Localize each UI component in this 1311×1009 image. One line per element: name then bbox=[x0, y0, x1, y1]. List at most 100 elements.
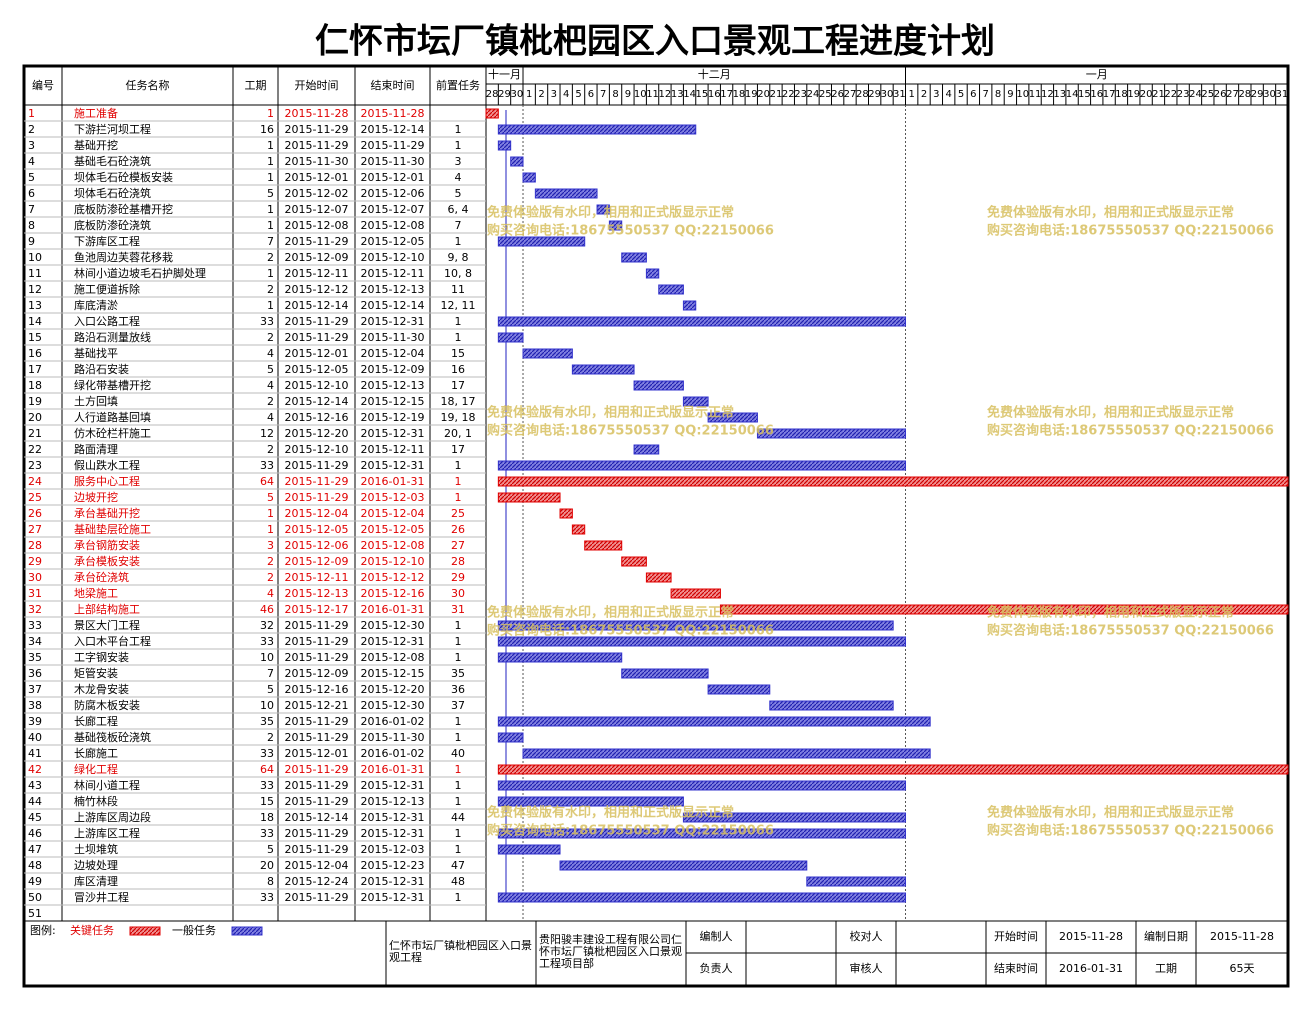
gantt-bar bbox=[645, 572, 672, 583]
gantt-bar bbox=[584, 540, 623, 551]
footer-label: 开始时间 bbox=[994, 929, 1038, 943]
cell: 1 bbox=[455, 459, 462, 472]
cell: 边坡开挖 bbox=[74, 490, 118, 504]
gantt-bar bbox=[522, 172, 536, 183]
cell: 44 bbox=[451, 811, 465, 824]
watermark: 免费体验版有水印，相用和正式版显示正常 bbox=[987, 405, 1234, 421]
cell: 32 bbox=[260, 619, 274, 632]
cell: 1 bbox=[455, 827, 462, 840]
cell: 2015-11-29 bbox=[285, 715, 349, 728]
cell: 51 bbox=[28, 907, 42, 920]
cell: 40 bbox=[451, 747, 465, 760]
cell: 库区清理 bbox=[74, 875, 118, 888]
watermark: 免费体验版有水印，相用和正式版显示正常 bbox=[487, 805, 734, 821]
cell: 17 bbox=[451, 379, 465, 392]
cell: 2015-11-30 bbox=[361, 731, 425, 744]
cell: 路沿石安装 bbox=[74, 362, 129, 376]
cell: 49 bbox=[28, 875, 42, 888]
gantt-bar bbox=[497, 124, 697, 135]
cell: 施工便道拆除 bbox=[74, 282, 140, 296]
day-label: 3 bbox=[551, 89, 557, 100]
footer-label: 编制日期 bbox=[1144, 929, 1188, 943]
cell: 绿化带基槽开挖 bbox=[74, 378, 151, 392]
cell: 10, 8 bbox=[444, 267, 472, 280]
gantt-bar bbox=[497, 620, 894, 631]
watermark: 免费体验版有水印，相用和正式版显示正常 bbox=[487, 205, 734, 221]
watermark: 购买咨询电话:18675550537 QQ:22150066 bbox=[987, 223, 1274, 239]
cell: 10 bbox=[28, 251, 42, 264]
cell: 假山跌水工程 bbox=[74, 458, 140, 472]
cell: 防腐木板安装 bbox=[74, 698, 140, 712]
day-label: 13 bbox=[1053, 89, 1066, 100]
gantt-bar bbox=[497, 828, 907, 839]
cell: 24 bbox=[28, 475, 42, 488]
gantt-bar bbox=[497, 636, 907, 647]
cell: 37 bbox=[451, 699, 465, 712]
cell: 2015-11-29 bbox=[361, 139, 425, 152]
cell: 8 bbox=[267, 875, 274, 888]
watermark: 免费体验版有水印，相用和正式版显示正常 bbox=[987, 605, 1234, 621]
cell: 冒沙井工程 bbox=[74, 890, 129, 904]
footer-label: 编制人 bbox=[700, 929, 733, 943]
cell: 1 bbox=[455, 315, 462, 328]
day-label: 10 bbox=[1016, 89, 1029, 100]
cell: 2015-11-29 bbox=[285, 635, 349, 648]
cell: 47 bbox=[451, 859, 465, 872]
cell: 2015-12-08 bbox=[361, 219, 425, 232]
day-label: 10 bbox=[634, 89, 647, 100]
cell: 1 bbox=[267, 139, 274, 152]
cell: 2015-12-31 bbox=[361, 875, 425, 888]
cell: 2015-12-17 bbox=[285, 603, 349, 616]
gantt-bar bbox=[485, 108, 499, 119]
watermark: 购买咨询电话:18675550537 QQ:22150066 bbox=[487, 423, 774, 439]
cell: 坝体毛石砼浇筑 bbox=[74, 186, 151, 200]
cell: 2015-12-09 bbox=[285, 555, 349, 568]
gantt-bar bbox=[633, 380, 684, 391]
cell: 32 bbox=[28, 603, 42, 616]
cell: 18 bbox=[260, 811, 274, 824]
cell: 人行道路基回填 bbox=[74, 410, 151, 424]
cell: 基础开挖 bbox=[74, 138, 118, 152]
cell: 10 bbox=[260, 699, 274, 712]
cell: 仿木砼栏杆施工 bbox=[74, 426, 151, 440]
gantt-bar bbox=[596, 204, 610, 215]
cell: 26 bbox=[451, 523, 465, 536]
cell: 28 bbox=[28, 539, 42, 552]
gantt-bar bbox=[559, 860, 808, 871]
cell: 45 bbox=[28, 811, 42, 824]
cell: 2015-12-31 bbox=[361, 427, 425, 440]
cell: 46 bbox=[28, 827, 42, 840]
cell: 4 bbox=[267, 411, 274, 424]
watermark: 购买咨询电话:18675550537 QQ:22150066 bbox=[987, 623, 1274, 639]
day-label: 6 bbox=[970, 89, 976, 100]
cell: 2015-12-19 bbox=[361, 411, 425, 424]
cell: 1 bbox=[267, 507, 274, 520]
day-label: 26 bbox=[1214, 89, 1227, 100]
cell: 9, 8 bbox=[448, 251, 469, 264]
column-header: 编号 bbox=[32, 78, 54, 92]
cell: 2015-11-29 bbox=[285, 139, 349, 152]
day-label: 20 bbox=[757, 89, 770, 100]
cell: 1 bbox=[455, 491, 462, 504]
cell: 46 bbox=[260, 603, 274, 616]
cell: 2015-11-29 bbox=[285, 731, 349, 744]
cell: 5 bbox=[267, 843, 274, 856]
cell: 1 bbox=[267, 107, 274, 120]
cell: 2 bbox=[267, 731, 274, 744]
cell: 5 bbox=[28, 171, 35, 184]
day-label: 5 bbox=[575, 89, 581, 100]
cell: 2015-12-10 bbox=[361, 251, 425, 264]
cell: 47 bbox=[28, 843, 42, 856]
cell: 5 bbox=[267, 491, 274, 504]
gantt-bar bbox=[571, 524, 586, 535]
cell: 2015-12-16 bbox=[285, 411, 349, 424]
gantt-bar bbox=[559, 508, 573, 519]
cell: 6 bbox=[28, 187, 35, 200]
cell: 2015-12-11 bbox=[285, 267, 349, 280]
cell: 25 bbox=[28, 491, 42, 504]
gantt-bar bbox=[658, 284, 684, 295]
gantt-bar bbox=[806, 876, 907, 887]
cell: 2015-11-29 bbox=[285, 331, 349, 344]
column-header: 工期 bbox=[245, 79, 267, 92]
cell: 2015-12-20 bbox=[285, 427, 349, 440]
